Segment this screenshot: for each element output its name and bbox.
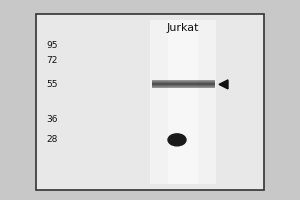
FancyBboxPatch shape — [152, 86, 214, 87]
FancyBboxPatch shape — [152, 85, 214, 86]
Text: 72: 72 — [46, 56, 58, 65]
FancyBboxPatch shape — [152, 83, 214, 84]
Polygon shape — [219, 80, 228, 89]
FancyBboxPatch shape — [152, 82, 214, 83]
FancyBboxPatch shape — [152, 80, 214, 81]
Text: 95: 95 — [46, 41, 58, 50]
Text: Jurkat: Jurkat — [167, 23, 199, 33]
Text: 55: 55 — [46, 80, 58, 89]
Circle shape — [168, 134, 186, 146]
FancyBboxPatch shape — [168, 20, 198, 184]
FancyBboxPatch shape — [152, 87, 214, 88]
FancyBboxPatch shape — [150, 20, 216, 184]
FancyBboxPatch shape — [36, 14, 264, 190]
Text: 36: 36 — [46, 115, 58, 124]
FancyBboxPatch shape — [152, 81, 214, 82]
Text: 28: 28 — [46, 135, 58, 144]
FancyBboxPatch shape — [152, 84, 214, 85]
